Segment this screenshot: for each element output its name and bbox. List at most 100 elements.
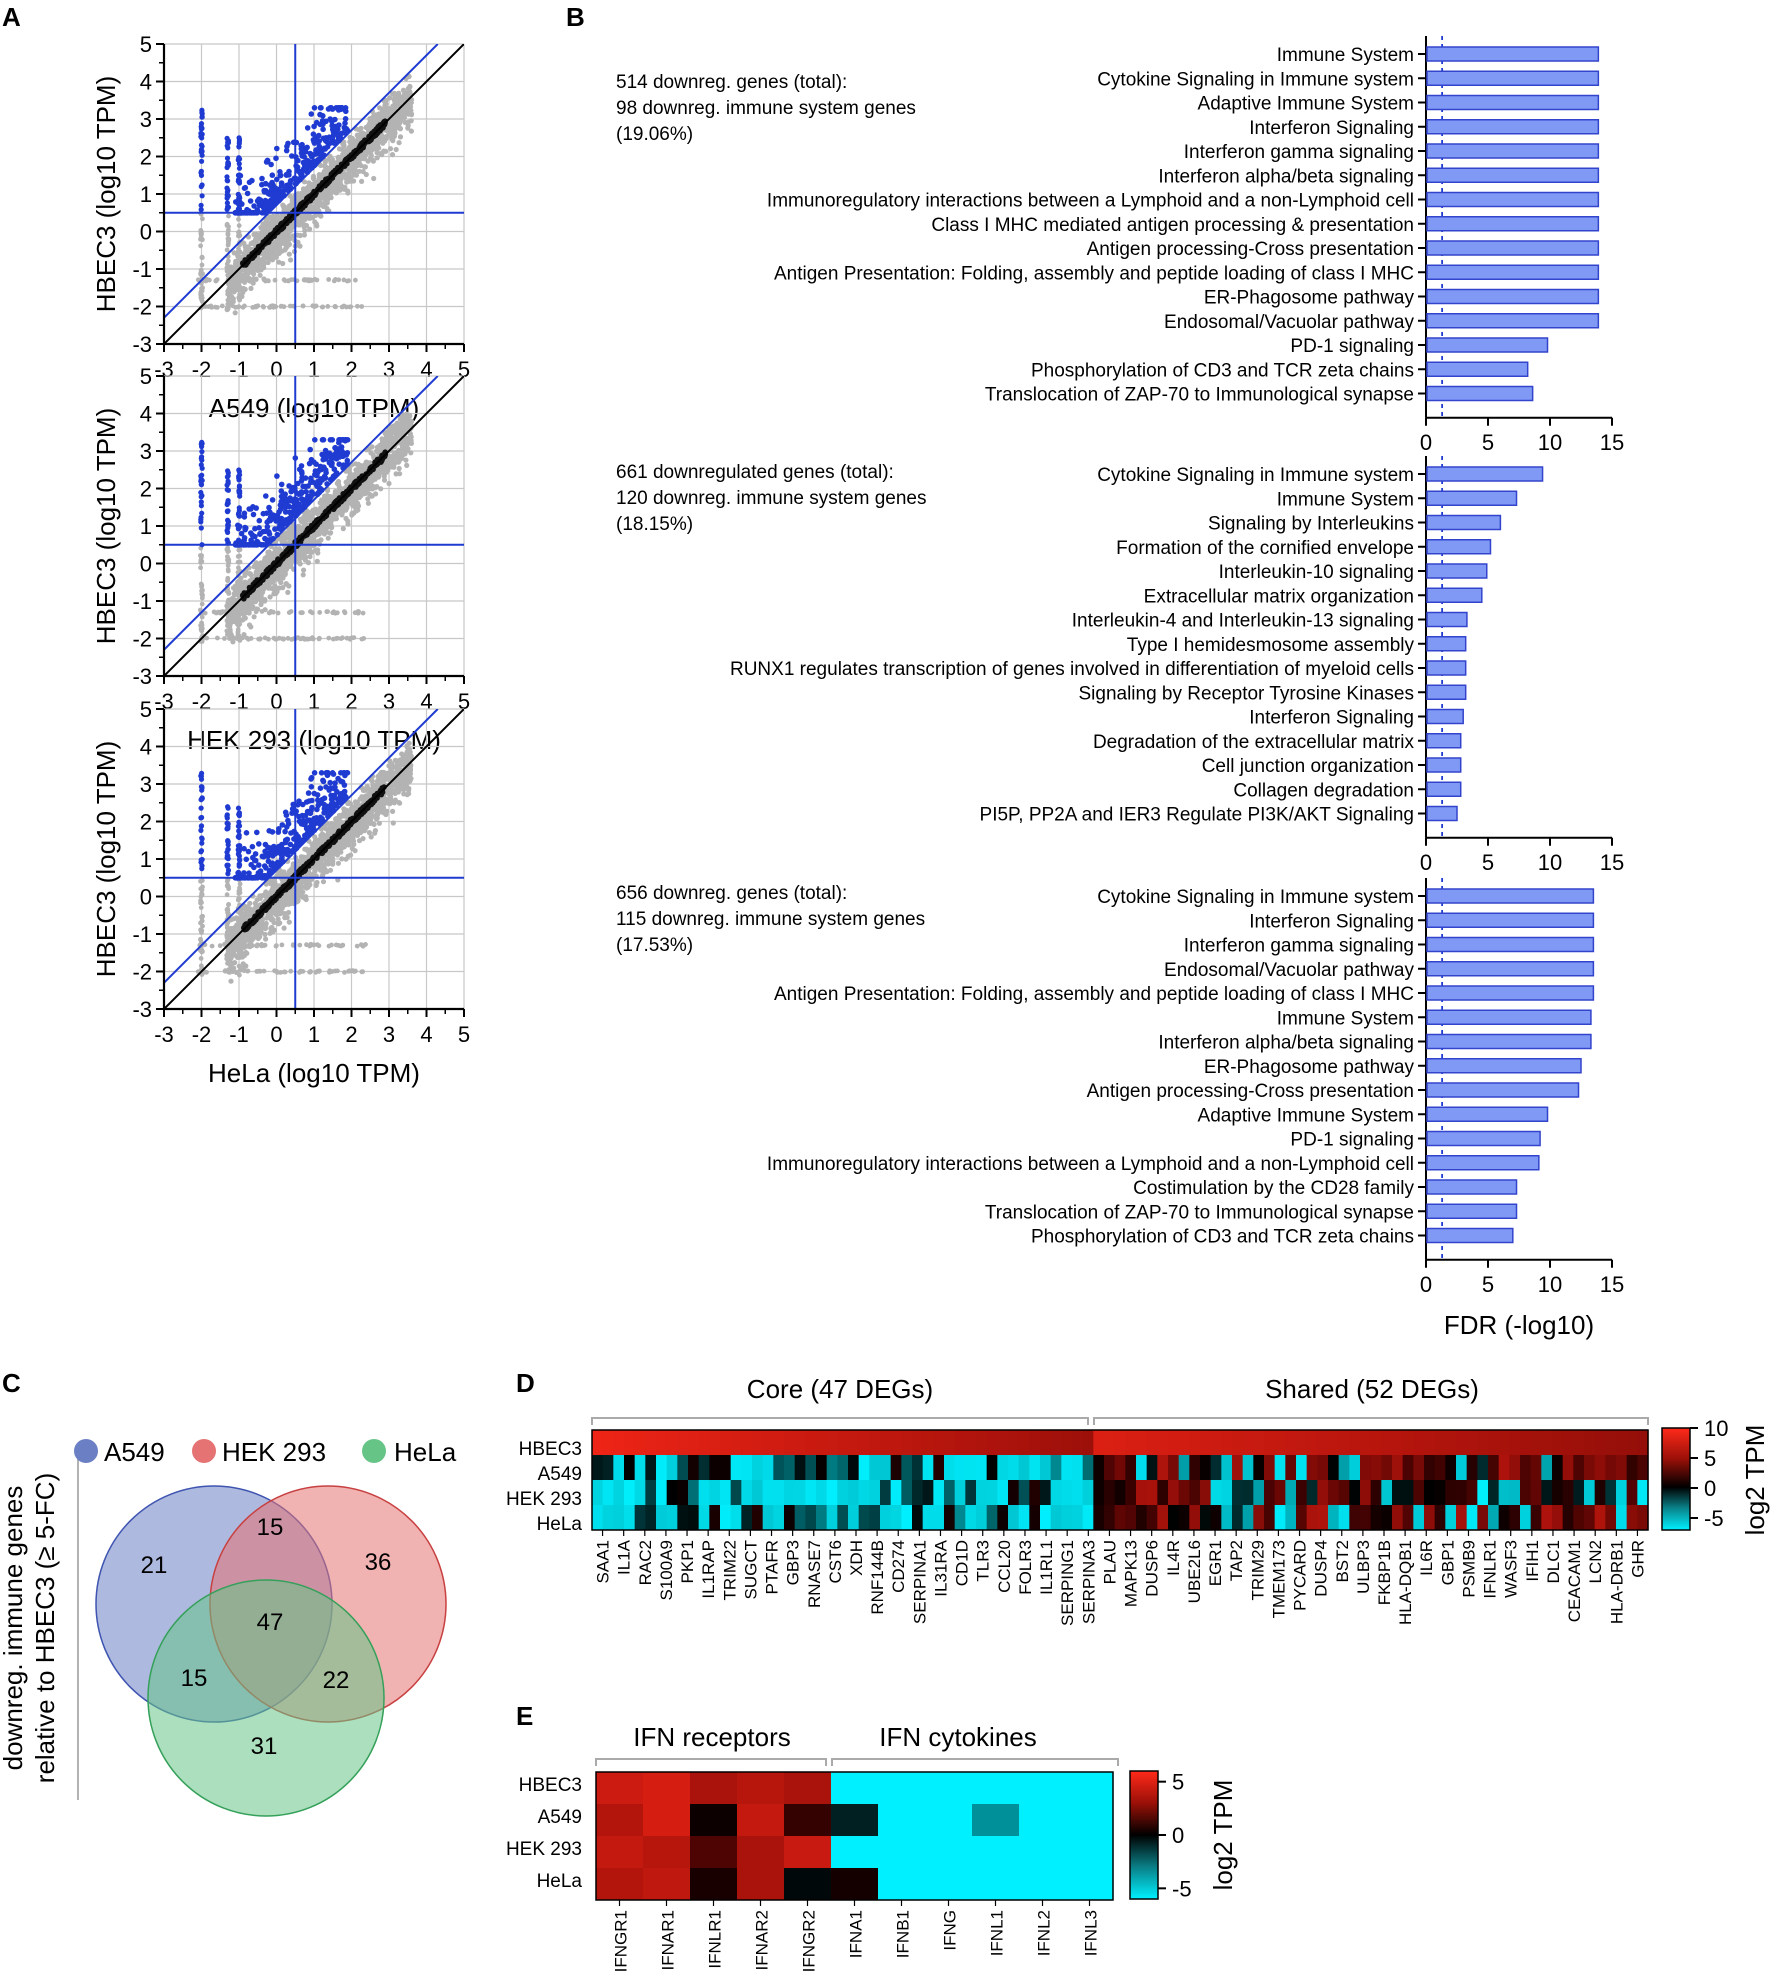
point-grey [379, 114, 385, 120]
point-grey [302, 513, 308, 520]
point-grey [312, 219, 318, 225]
point-grey [305, 560, 312, 566]
y-tick-label: 4 [140, 70, 152, 95]
point-grey [302, 544, 308, 551]
point-blue [302, 148, 309, 155]
y-tick-label: -3 [132, 332, 152, 357]
point-grey [328, 156, 334, 162]
point-grey [224, 221, 230, 227]
point-blue [320, 456, 327, 463]
point-grey [230, 639, 236, 645]
point-blue [236, 165, 243, 171]
point-blue [225, 161, 231, 167]
point-grey [328, 190, 334, 196]
point-grey [397, 126, 403, 132]
point-grey [325, 194, 331, 200]
point-grey [297, 561, 303, 567]
point-grey [253, 231, 260, 237]
point-grey [242, 303, 247, 309]
point-grey [305, 636, 311, 642]
point-grey [347, 134, 353, 140]
point-grey [365, 500, 371, 506]
point-grey [225, 613, 231, 619]
point-grey [198, 565, 204, 571]
point-grey [332, 491, 338, 497]
point-grey [215, 635, 220, 641]
point-blue [332, 445, 338, 451]
point-blue [302, 167, 308, 173]
point-grey [402, 91, 408, 97]
point-grey [355, 507, 361, 513]
point-blue [322, 146, 329, 152]
point-blue [278, 182, 285, 189]
y-tick-label: 0 [140, 220, 152, 245]
point-blue [320, 135, 327, 142]
point-grey [211, 609, 217, 615]
point-grey [301, 179, 308, 185]
point-grey [346, 172, 352, 178]
point-grey [254, 592, 260, 598]
point-grey [319, 304, 325, 310]
point-grey [395, 456, 401, 462]
point-grey [297, 232, 303, 239]
point-grey [313, 509, 319, 515]
point-grey [397, 134, 404, 140]
point-grey [332, 304, 338, 309]
point-blue [329, 126, 336, 133]
point-grey [272, 583, 278, 589]
point-grey [298, 610, 304, 616]
point-blue [322, 447, 329, 454]
point-grey [225, 623, 230, 629]
point-grey [355, 609, 361, 614]
point-grey [253, 236, 259, 243]
point-blue [310, 137, 317, 143]
point-blue [313, 119, 320, 126]
point-grey [199, 255, 205, 261]
identity-line [164, 44, 464, 344]
point-grey [326, 277, 332, 282]
point-blue [287, 180, 293, 187]
point-grey [200, 285, 206, 291]
point-grey [300, 635, 306, 641]
point-grey [389, 152, 396, 158]
point-blue [342, 120, 348, 126]
point-grey [246, 636, 251, 642]
point-grey [273, 546, 279, 552]
point-grey [237, 547, 243, 553]
point-grey [235, 262, 241, 268]
point-grey [325, 499, 331, 505]
point-grey [273, 636, 278, 642]
point-grey [230, 303, 235, 309]
point-grey [239, 617, 246, 623]
point-blue [298, 478, 305, 484]
point-blue [286, 172, 292, 178]
point-grey [236, 283, 242, 288]
point-grey [253, 609, 259, 615]
point-grey [382, 99, 388, 105]
point-blue [329, 437, 336, 443]
point-grey [236, 230, 241, 235]
point-grey [285, 225, 291, 232]
point-grey [355, 303, 360, 309]
point-grey [408, 118, 414, 124]
point-blue [199, 472, 205, 478]
point-grey [295, 222, 301, 228]
point-grey [318, 525, 324, 531]
point-blue [237, 195, 243, 201]
point-grey [224, 547, 230, 552]
point-blue [277, 519, 284, 526]
point-grey [379, 138, 385, 144]
point-grey [272, 277, 278, 283]
point-grey [374, 112, 380, 118]
point-grey [351, 510, 357, 516]
point-grey [342, 609, 347, 614]
point-grey [199, 584, 205, 590]
point-grey [253, 304, 258, 309]
point-blue [198, 494, 204, 500]
point-blue [261, 205, 267, 211]
point-grey [328, 160, 334, 166]
point-grey [232, 285, 238, 291]
point-grey [326, 635, 332, 641]
point-grey [353, 277, 358, 283]
